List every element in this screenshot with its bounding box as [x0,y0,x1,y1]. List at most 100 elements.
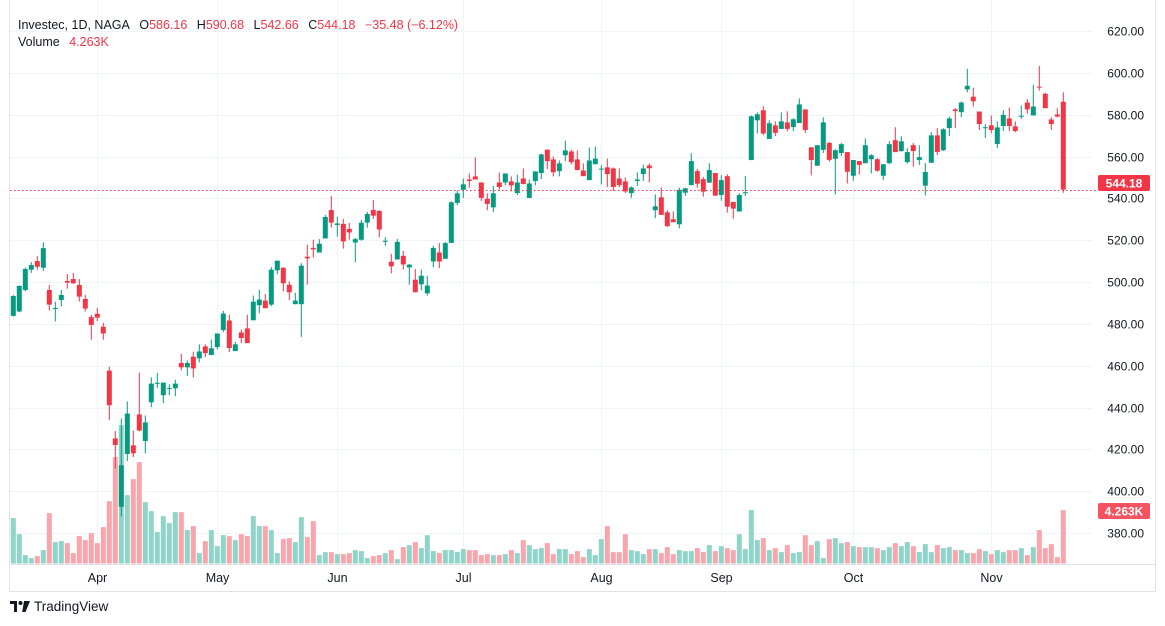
candle-body [118,465,124,507]
candle [328,196,334,228]
volume-bar [838,543,844,564]
candle [772,121,778,137]
candle-body [802,109,808,130]
time-tick-label: Oct [844,571,864,585]
candle [1036,65,1042,91]
candle [172,379,178,397]
candle-body [460,184,466,190]
candle-body [412,279,418,293]
candle [664,210,670,227]
candle-body [112,438,118,445]
volume-bar [1036,530,1042,564]
candle-body [340,223,346,242]
time-tick-label: Nov [980,571,1003,585]
volume-bar [286,538,292,564]
volume-label[interactable]: Volume [18,35,60,49]
candle-body [94,313,100,318]
candle-body [622,181,628,192]
candle [70,273,76,285]
price-tick-label: 480.00 [1107,318,1144,332]
low-value: 542.66 [260,18,299,32]
candle-body [652,206,658,211]
price-tick-label: 620.00 [1107,25,1144,39]
candle [976,111,982,130]
volume-bar [322,552,328,564]
candle [592,146,598,165]
tradingview-logo-icon [10,601,30,612]
candle-body [334,223,340,225]
candle-body [874,159,880,171]
last-price-value: 544.18 [1106,177,1143,191]
chart-frame [9,0,1156,592]
volume-bar [424,535,430,564]
volume-bar [988,554,994,564]
candle-body [730,201,736,209]
candle-body [124,413,130,454]
candle-body [274,260,280,271]
volume-bar [460,549,466,564]
volume-bar [754,540,760,564]
candle-body [694,171,700,184]
candle [40,242,46,271]
volume-bar [28,558,34,564]
time-axis[interactable]: Apr May Jun Jul Aug Sep Oct Nov [88,571,1004,585]
candle [706,163,712,183]
price-axis[interactable]: 620.00 600.00 580.00 560.00 540.00 520.00 500.… [1107,25,1144,541]
volume-bar [970,553,976,564]
candle [922,162,928,196]
symbol-title[interactable]: Investec, 1D, NAGA [18,18,130,32]
tradingview-logo[interactable]: TradingView [10,599,108,614]
candle-body [574,159,580,171]
volume-bar [514,553,520,564]
candle [850,160,856,181]
volume-bar [82,540,88,564]
volume-bar [532,549,538,564]
volume-bar [640,554,646,564]
candle-body [940,129,946,151]
volume-bar [676,550,682,564]
candle [52,301,58,322]
candle [358,219,364,241]
candle [862,138,868,164]
candle-body [424,285,430,294]
volume-bar [1006,550,1012,564]
volume-bar [934,545,940,564]
candle-body [892,140,898,153]
price-tick-label: 600.00 [1107,67,1144,81]
candle-body [196,351,202,359]
volume-bar [136,462,142,564]
volume-bar [1018,548,1024,564]
candles [10,65,1066,517]
low-label: L [253,18,261,32]
candle [1024,99,1030,114]
candle-body [322,216,328,239]
candle-body [634,179,640,181]
candle-body [484,198,490,204]
candle [106,366,112,421]
volume-bar [580,557,586,564]
candle [394,238,400,260]
volume-bar [844,542,850,564]
candle-body [172,383,178,389]
volume-bar [604,526,610,564]
candle [124,401,130,462]
candle [778,112,784,129]
candle [634,172,640,186]
candle-body [262,300,268,309]
candle-body [100,326,106,334]
candle [376,210,382,238]
candle [1030,84,1036,116]
candle [1000,110,1006,131]
volume-bar [982,551,988,564]
volume-bar [598,539,604,564]
volume-bar [784,545,790,564]
candle-body [370,210,376,216]
volume-bar [736,534,742,564]
volume-bar [58,541,64,564]
candle-body [760,110,766,134]
candle-body [598,168,604,170]
candle [838,142,844,157]
candle-body [988,125,994,130]
candle-body [478,182,484,198]
